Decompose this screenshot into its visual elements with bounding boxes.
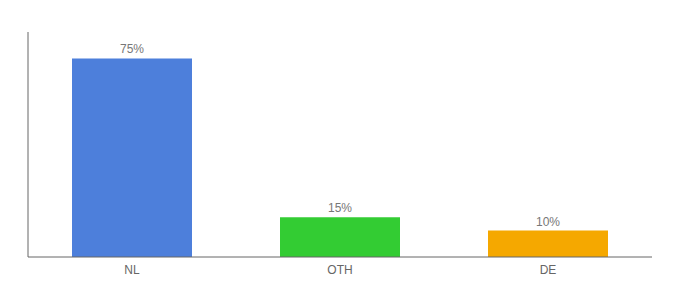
svg-text:75%: 75% xyxy=(120,42,144,56)
svg-text:NL: NL xyxy=(124,263,140,277)
svg-text:10%: 10% xyxy=(536,215,560,229)
svg-text:DE: DE xyxy=(540,263,557,277)
svg-text:15%: 15% xyxy=(328,201,352,215)
svg-text:OTH: OTH xyxy=(327,263,352,277)
